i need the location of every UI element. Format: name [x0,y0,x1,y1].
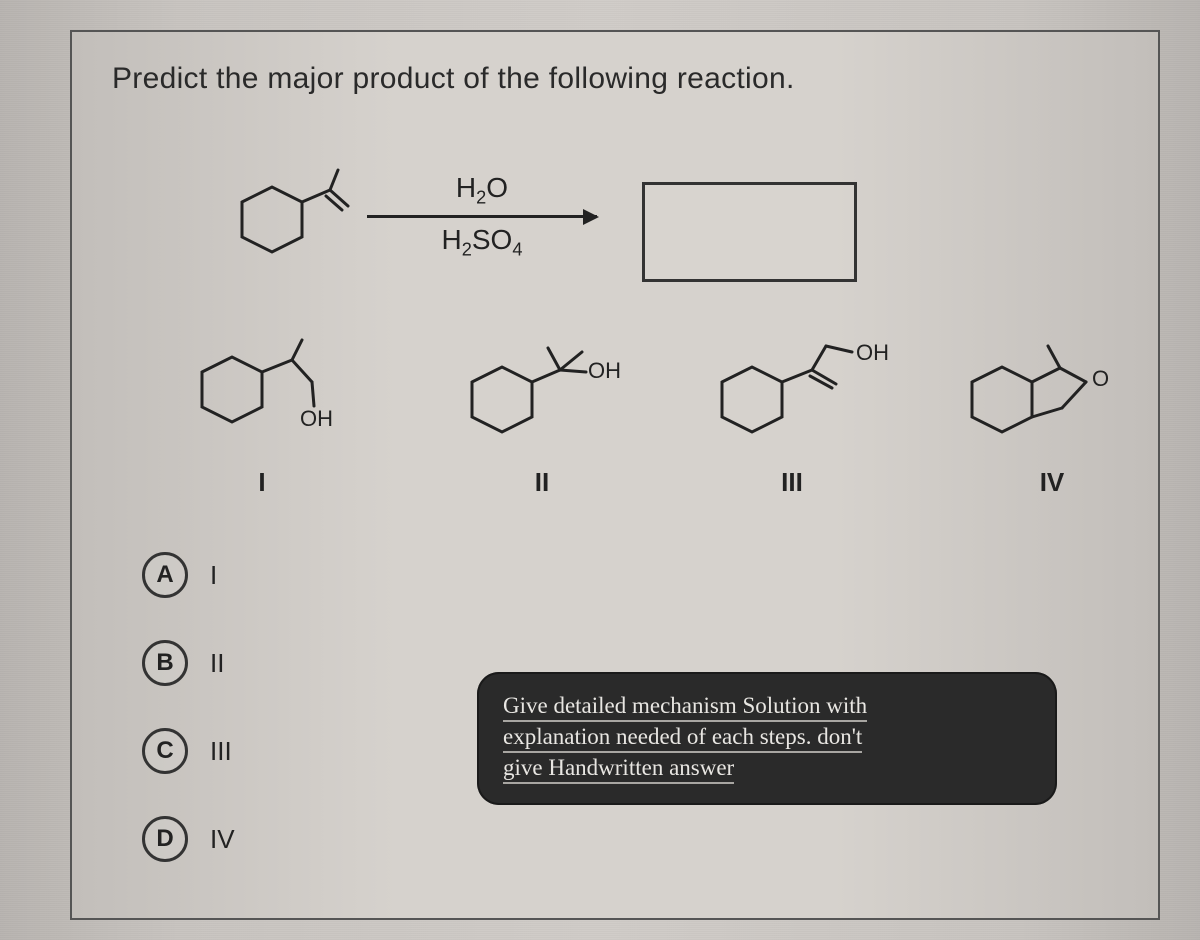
structure-1-label: I [162,467,362,498]
option-a-label: I [210,560,217,591]
question-card: Predict the major product of the followi… [70,30,1160,920]
option-b-letter: B [142,640,188,686]
structure-3: OH III [692,332,892,498]
note-line-3: give Handwritten answer [503,755,734,784]
structure-1: OH I [162,332,362,498]
option-c-letter: C [142,728,188,774]
note-line-2: explanation needed of each steps. don't [503,724,862,753]
structure-2-label: II [442,467,642,498]
oh-label: OH [588,358,621,383]
option-d[interactable]: D IV [142,816,235,862]
reaction-arrow: H2O H2SO4 [367,172,597,260]
option-a-letter: A [142,552,188,598]
option-b-label: II [210,648,224,679]
instruction-note: Give detailed mechanism Solution with ex… [477,672,1057,805]
oh-label: OH [300,406,333,431]
option-a[interactable]: A I [142,552,235,598]
reagent-bottom: H2SO4 [367,218,597,261]
option-b[interactable]: B II [142,640,235,686]
answer-options: A I B II C III D IV [142,552,235,904]
reagent-top: H2O [367,172,597,215]
note-line-1: Give detailed mechanism Solution with [503,693,867,722]
starting-material [212,172,352,287]
structure-4: O IV [952,332,1152,498]
option-d-letter: D [142,816,188,862]
question-text: Predict the major product of the followi… [112,62,1118,96]
product-box[interactable] [642,182,857,282]
option-d-label: IV [210,824,235,855]
structure-3-label: III [692,467,892,498]
candidate-structures: OH I OH II [162,332,1092,512]
oh-label: OH [856,340,889,365]
o-label: O [1092,366,1109,391]
structure-4-label: IV [952,467,1152,498]
reaction-scheme: H2O H2SO4 [172,172,872,302]
option-c[interactable]: C III [142,728,235,774]
structure-2: OH II [442,332,642,498]
option-c-label: III [210,736,232,767]
